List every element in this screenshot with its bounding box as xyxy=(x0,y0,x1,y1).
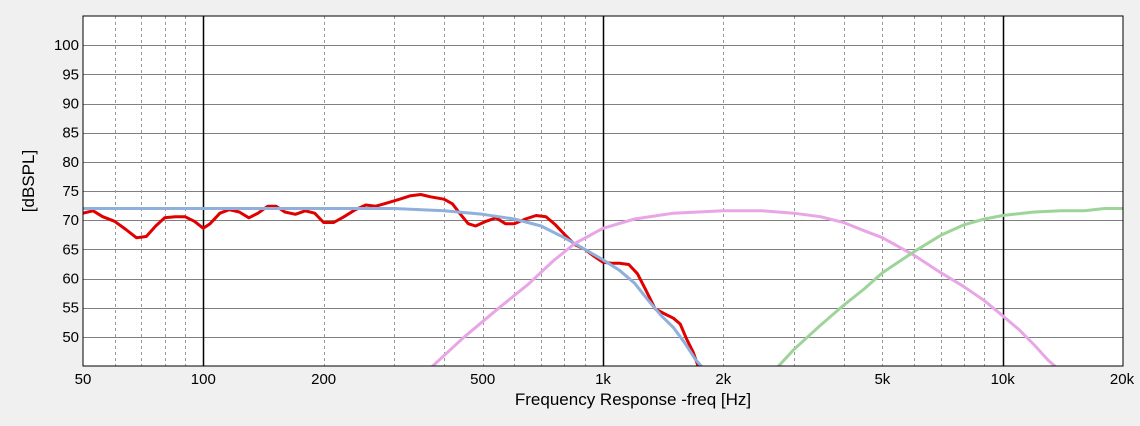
series-line-4 xyxy=(777,207,1123,366)
y-tick-labels: 50 55 60 65 70 75 80 85 90 95 100 xyxy=(54,37,79,346)
x-tick-label: 2k xyxy=(715,371,731,388)
y-tick-label: 100 xyxy=(54,37,79,54)
y-tick-label: 65 xyxy=(62,241,79,258)
y-tick-label: 55 xyxy=(62,300,79,317)
x-tick-label: 10k xyxy=(991,371,1016,388)
y-tick-label: 70 xyxy=(62,212,79,229)
x-tick-label: 50 xyxy=(75,371,92,388)
y-tick-label: 75 xyxy=(62,183,79,200)
series-line-1 xyxy=(83,193,700,366)
series-line-3 xyxy=(431,209,1057,366)
x-tick-label: 5k xyxy=(874,371,890,388)
x-tick-label: 200 xyxy=(311,371,336,388)
y-tick-label: 95 xyxy=(62,66,79,83)
series-layer xyxy=(83,193,1123,366)
y-tick-label: 90 xyxy=(62,96,79,113)
x-axis-label: Frequency Response -freq [Hz] xyxy=(515,390,751,409)
y-tick-label: 50 xyxy=(62,329,79,346)
x-tick-label: 1k xyxy=(595,371,611,388)
x-tick-label: 500 xyxy=(470,371,495,388)
y-tick-label: 80 xyxy=(62,154,79,171)
x-tick-label: 100 xyxy=(191,371,216,388)
plot-border xyxy=(82,15,1124,367)
x-tick-labels: 50 100 200 500 1k 2k 5k 10k 20k xyxy=(75,371,1135,388)
y-tick-label: 85 xyxy=(62,125,79,142)
y-tick-label: 60 xyxy=(62,271,79,288)
y-axis-label: [dBSPL] xyxy=(19,150,38,212)
x-tick-label: 20k xyxy=(1110,371,1135,388)
grid xyxy=(83,16,1123,366)
